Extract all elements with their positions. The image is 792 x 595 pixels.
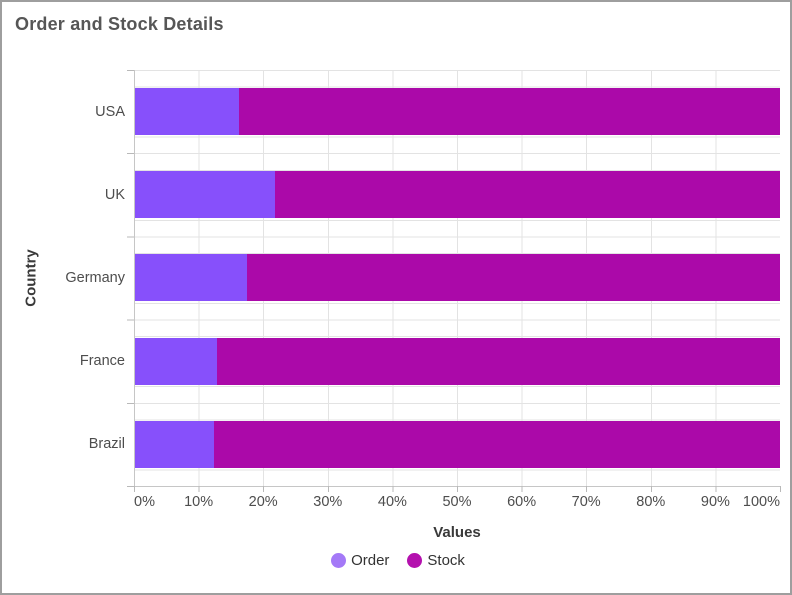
stacked-bar-uk	[134, 171, 780, 219]
legend-item-stock[interactable]: Stock	[407, 552, 465, 569]
chart-title: Order and Stock Details	[15, 14, 224, 34]
y-axis-label-uk: UK	[104, 186, 125, 203]
category-row-germany	[134, 236, 780, 319]
y-axis-line	[134, 70, 135, 487]
stacked-bar-france	[134, 337, 780, 385]
order-legend-marker-icon	[331, 553, 347, 568]
bar-segment-stock-brazil[interactable]	[214, 420, 780, 468]
bar-segment-stock-france[interactable]	[217, 337, 780, 385]
bar-segment-stock-uk[interactable]	[275, 171, 780, 219]
stacked-bar-brazil	[134, 420, 780, 468]
category-row-uk	[134, 153, 780, 236]
x-axis-title: Values	[433, 524, 481, 541]
x-axis-label-20: 20%	[248, 494, 278, 510]
x-axis-label-60: 60%	[507, 494, 537, 510]
category-row-usa	[134, 70, 780, 153]
x-axis-label-10: 10%	[184, 494, 214, 510]
bar-segment-stock-germany[interactable]	[247, 254, 780, 302]
stock-legend-marker-icon	[407, 553, 423, 568]
plot-area	[134, 70, 780, 486]
x-axis-label-0: 0%	[134, 494, 155, 510]
stacked-bar-usa	[134, 88, 780, 136]
x-axis-label-70: 70%	[571, 494, 601, 510]
y-axis-ticks	[127, 70, 134, 487]
y-axis-label-germany: Germany	[65, 270, 125, 286]
legend: Order Stock	[2, 552, 790, 569]
y-axis-label-usa: USA	[95, 103, 125, 120]
x-axis-ticks	[134, 486, 781, 492]
x-axis-label-100: 100%	[742, 494, 780, 510]
y-axis-label-brazil: Brazil	[88, 436, 125, 453]
bar-segment-order-usa[interactable]	[134, 88, 239, 136]
bar-segment-order-france[interactable]	[134, 337, 218, 385]
x-axis-label-90: 90%	[700, 494, 730, 510]
bar-segment-order-brazil[interactable]	[134, 420, 215, 468]
legend-item-order[interactable]: Order	[331, 552, 389, 569]
legend-label-order: Order	[351, 552, 390, 569]
category-row-france	[134, 320, 780, 403]
bar-segment-order-uk[interactable]	[134, 171, 276, 219]
bar-segment-stock-usa[interactable]	[238, 88, 780, 136]
stacked-bar-germany	[134, 254, 780, 302]
x-axis-label-50: 50%	[442, 494, 472, 510]
x-axis-label-40: 40%	[377, 494, 407, 510]
y-axis-label-france: France	[79, 353, 125, 370]
legend-label-stock: Stock	[427, 552, 465, 569]
bar-segment-order-germany[interactable]	[134, 254, 248, 302]
category-row-brazil	[134, 403, 780, 486]
x-axis-label-80: 80%	[636, 494, 666, 510]
x-axis-label-30: 30%	[313, 494, 343, 510]
